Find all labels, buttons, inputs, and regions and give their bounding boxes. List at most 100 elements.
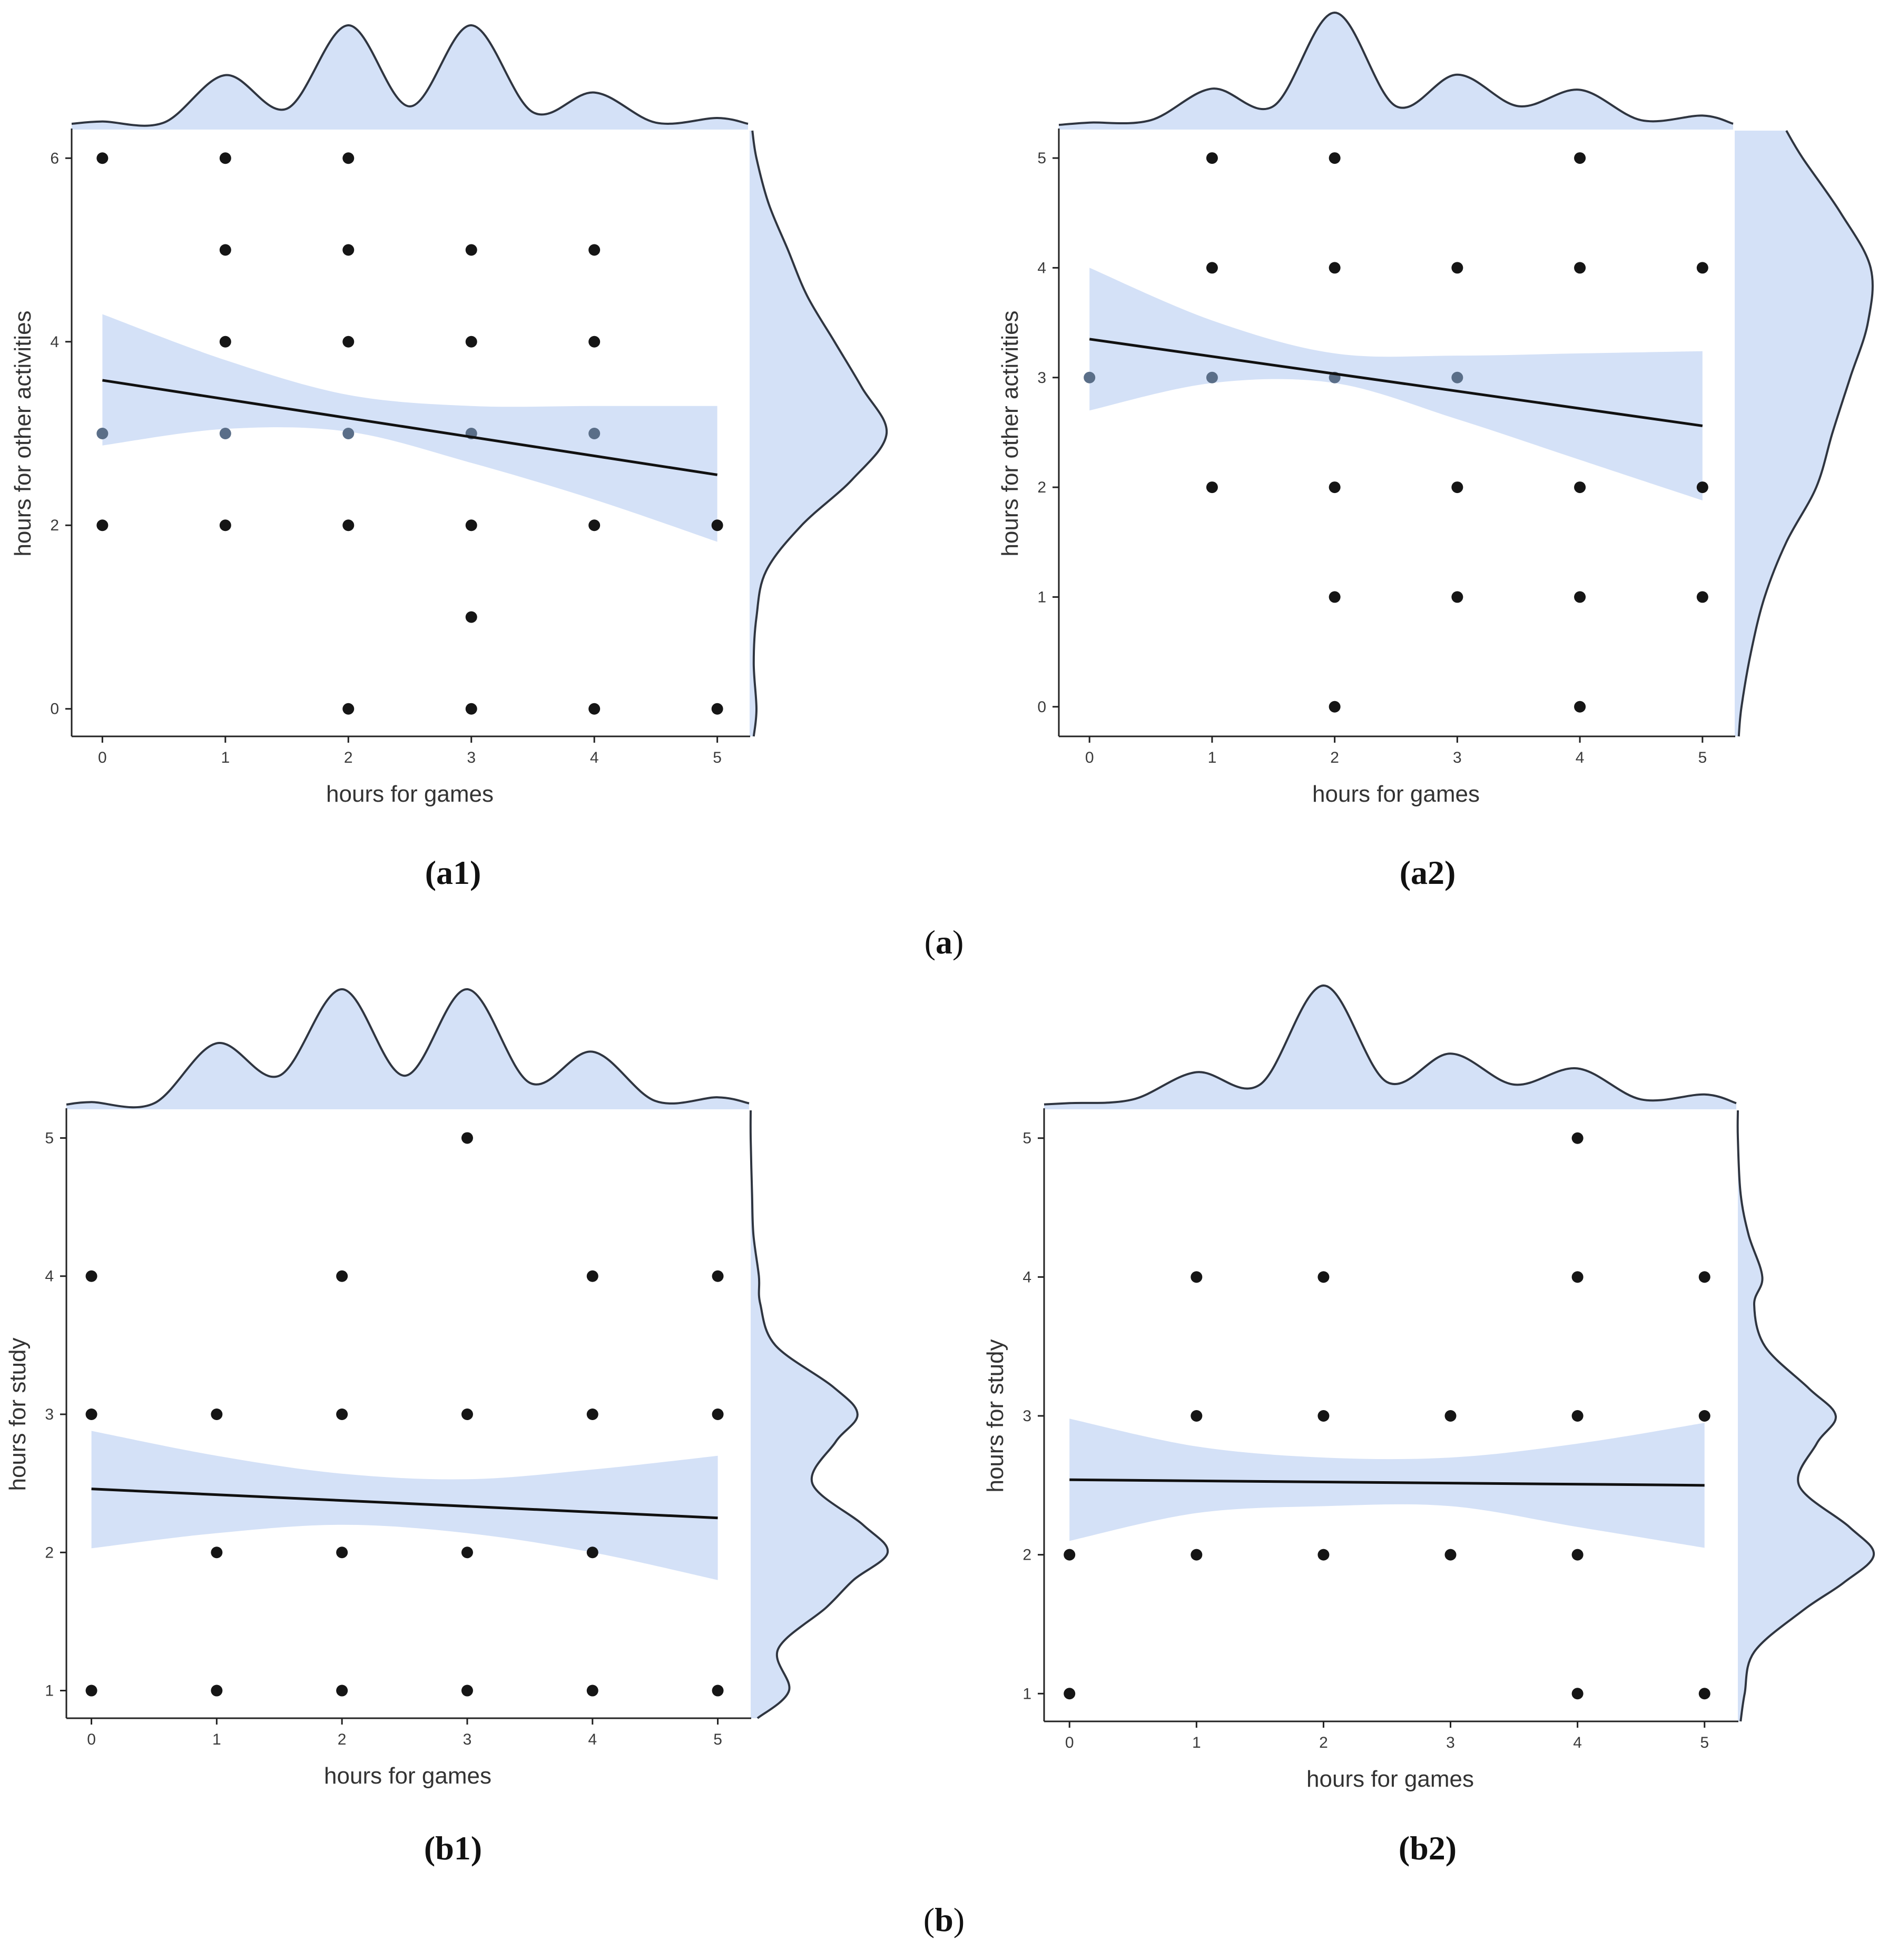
data-point [1206,481,1218,494]
data-point [465,244,477,256]
data-point [1571,1688,1584,1700]
y-axis-title: hours for study [5,1337,31,1491]
y-tick-label: 0 [50,701,59,718]
y-density-area [1737,1110,1874,1721]
data-point [712,1685,724,1697]
data-point [461,1547,473,1559]
data-point [96,152,109,164]
data-point [342,519,355,531]
data-point [588,703,601,715]
confidence-band [91,1431,718,1580]
data-point [211,1409,223,1420]
data-point [342,703,355,715]
x-tick-label: 1 [1192,1734,1201,1751]
data-point [96,519,109,531]
x-axis-title: hours for games [326,781,494,807]
data-point [219,152,231,164]
panel-a1: 0 1 2 3 4 5 0 2 4 6 hours for games hours for other… [10,24,888,807]
confidence-band [1089,268,1703,501]
data-point [1444,1549,1457,1561]
data-point [586,1270,598,1282]
data-point [1571,1271,1584,1283]
data-point [219,428,231,439]
data-point [1696,591,1708,603]
x-density-curve [66,988,750,1109]
y-tick-label: 6 [50,150,59,167]
x-tick-label: 3 [463,1731,472,1748]
data-point [342,152,355,164]
data-point [1191,1271,1203,1283]
data-point [1064,1688,1076,1700]
data-point [211,1547,223,1559]
y-tick-label: 4 [50,333,59,351]
data-point [586,1409,598,1420]
y-tick-label: 3 [1037,369,1046,387]
panel-b1: 0 1 2 3 4 5 1 2 3 4 5 hours for games hours for stud… [5,988,889,1789]
data-point [1206,371,1218,383]
y-tick-label: 4 [1022,1268,1031,1286]
x-tick-label: 3 [1453,749,1462,766]
data-point [588,336,601,348]
data-point [1696,481,1708,494]
y-density-curve [1736,1110,1875,1722]
data-point [1696,262,1708,274]
data-point [461,1132,473,1144]
panel-a2: 0 1 2 3 4 5 0 1 2 3 4 5 hours for games hours for oth… [997,11,1874,807]
data-point [1329,481,1341,494]
data-point [1698,1271,1710,1283]
data-point [1329,262,1341,274]
data-point [1574,591,1586,603]
data-point [85,1685,97,1697]
data-point [588,519,601,531]
panel-label-a2: (a2) [1399,854,1456,891]
data-point [85,1409,97,1420]
x-tick-label: 2 [1319,1734,1328,1751]
data-point [1317,1549,1330,1561]
data-point [1191,1410,1203,1422]
y-density-area [750,131,887,736]
x-density-curve [1044,984,1737,1106]
data-point [1329,591,1341,603]
data-point [1698,1410,1710,1422]
regression-line [102,379,718,476]
x-tick-label: 0 [98,749,107,766]
data-point [342,244,355,256]
y-tick-label: 2 [45,1544,54,1561]
x-density-curve [71,24,749,127]
y-axis-title: hours for other activities [10,310,36,556]
data-point [588,428,601,439]
data-point [342,428,355,439]
x-tick-label: 0 [1085,749,1094,766]
y-tick-label: 5 [1037,150,1046,167]
x-tick-label: 1 [212,1731,221,1748]
x-density-area [66,989,749,1109]
data-point [1451,481,1463,494]
data-point [1451,591,1463,603]
data-point [461,1409,473,1420]
x-density-area [1044,985,1736,1109]
data-point [586,1547,598,1559]
y-axis-title: hours for other activities [997,310,1023,556]
x-density-area [72,25,748,130]
data-point [1329,152,1341,164]
x-tick-label: 2 [338,1731,347,1748]
data-point [336,1270,348,1282]
y-tick-label: 4 [45,1268,54,1285]
data-point [219,244,231,256]
x-tick-label: 0 [1065,1734,1074,1751]
data-point [1574,701,1586,713]
x-tick-label: 1 [221,749,230,766]
data-point [219,519,231,531]
data-point [1329,701,1341,713]
data-point [465,519,477,531]
x-axis-title: hours for games [1306,1766,1474,1792]
data-point [219,336,231,348]
data-point [1444,1410,1457,1422]
data-point [465,336,477,348]
y-tick-label: 1 [1022,1685,1031,1702]
x-tick-label: 2 [344,749,353,766]
x-tick-label: 3 [467,749,476,766]
y-tick-label: 5 [1022,1130,1031,1147]
x-tick-label: 5 [1698,749,1707,766]
data-point [336,1685,348,1697]
